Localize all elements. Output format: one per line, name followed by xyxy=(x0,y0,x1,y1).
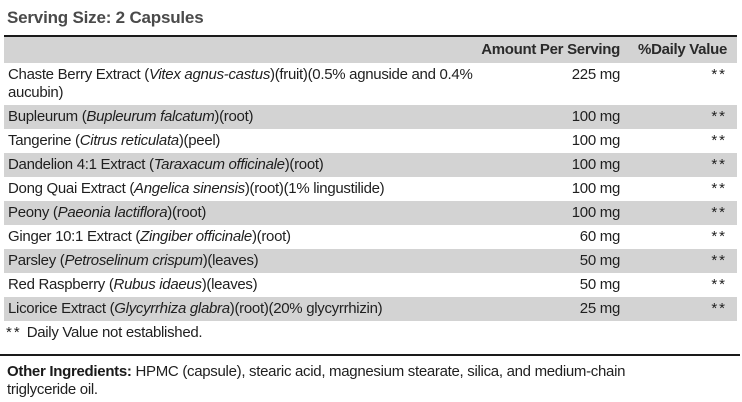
ingredient-name-prefix: Ginger 10:1 Extract ( xyxy=(8,228,141,245)
ingredient-daily-value: ** xyxy=(620,276,737,294)
ingredient-name: Red Raspberry (Rubus idaeus)(leaves) xyxy=(4,276,490,294)
daily-value-asterisks: ** xyxy=(711,228,727,245)
other-ingredients-label: Other Ingredients: xyxy=(7,363,132,380)
ingredient-latin-name: Citrus reticulata xyxy=(79,132,179,149)
ingredient-latin-name: Angelica sinensis xyxy=(134,180,245,197)
ingredient-amount: 100 mg xyxy=(571,180,621,197)
ingredient-name-prefix: Licorice Extract ( xyxy=(8,300,115,317)
ingredient-row: Bupleurum (Bupleurum falcatum)(root) 100… xyxy=(4,105,737,129)
ingredient-name: Parsley (Petroselinum crispum)(leaves) xyxy=(4,252,490,270)
ingredient-row: Dong Quai Extract (Angelica sinensis)(ro… xyxy=(4,177,737,201)
ingredient-name-suffix: )(root) xyxy=(251,228,291,245)
ingredient-amount: 100 mg xyxy=(571,108,621,125)
daily-value-asterisks: ** xyxy=(711,204,727,221)
ingredient-latin-name: Rubus idaeus xyxy=(113,276,202,293)
ingredient-name-prefix: Bupleurum ( xyxy=(8,108,87,125)
other-ingredients-text: HPMC (capsule), stearic acid, magnesium … xyxy=(7,363,626,398)
header-amount-per-serving: Amount Per Serving xyxy=(481,41,620,58)
ingredient-name-suffix: )(root)(20% glycyrrhizin) xyxy=(229,300,383,317)
ingredient-daily-value: ** xyxy=(620,108,737,126)
ingredient-name: Chaste Berry Extract (Vitex agnus-castus… xyxy=(4,66,490,102)
ingredient-rows: Chaste Berry Extract (Vitex agnus-castus… xyxy=(4,63,737,321)
ingredient-name-prefix: Tangerine ( xyxy=(8,132,80,149)
ingredient-amount: 100 mg xyxy=(571,156,621,173)
ingredient-row: Red Raspberry (Rubus idaeus)(leaves) 50 … xyxy=(4,273,737,297)
ingredient-name-prefix: Dandelion 4:1 Extract ( xyxy=(8,156,154,173)
daily-value-asterisks: ** xyxy=(711,156,727,173)
ingredient-amount: 225 mg xyxy=(571,66,621,83)
ingredient-row: Chaste Berry Extract (Vitex agnus-castus… xyxy=(4,63,737,105)
divider-rule xyxy=(0,354,740,356)
ingredient-amount: 25 mg xyxy=(579,300,621,317)
ingredient-daily-value: ** xyxy=(620,228,737,246)
ingredient-name-prefix: Chaste Berry Extract ( xyxy=(8,66,149,83)
ingredient-daily-value: ** xyxy=(620,156,737,174)
ingredients-table: Amount Per Serving %Daily Value Chaste B… xyxy=(4,35,737,345)
ingredient-row: Licorice Extract (Glycyrrhiza glabra)(ro… xyxy=(4,297,737,321)
ingredient-amount: 50 mg xyxy=(579,276,621,293)
ingredient-name: Licorice Extract (Glycyrrhiza glabra)(ro… xyxy=(4,300,490,318)
daily-value-asterisks: ** xyxy=(711,108,727,125)
ingredient-daily-value: ** xyxy=(620,252,737,270)
ingredient-name-suffix: )(root) xyxy=(167,204,207,221)
ingredient-name-suffix: )(leaves) xyxy=(202,252,259,269)
ingredient-daily-value: ** xyxy=(620,204,737,222)
ingredient-daily-value: ** xyxy=(620,300,737,318)
ingredient-latin-name: Petroselinum crispum xyxy=(64,252,203,269)
ingredient-latin-name: Paeonia lactiflora xyxy=(57,204,168,221)
ingredient-name: Tangerine (Citrus reticulata)(peel) xyxy=(4,132,490,150)
daily-value-asterisks: ** xyxy=(711,66,727,83)
daily-value-asterisks: ** xyxy=(711,132,727,149)
ingredient-latin-name: Bupleurum falcatum xyxy=(86,108,215,125)
ingredient-name-prefix: Peony ( xyxy=(8,204,58,221)
ingredient-name: Dandelion 4:1 Extract (Taraxacum officin… xyxy=(4,156,490,174)
ingredient-daily-value: ** xyxy=(620,132,737,150)
ingredient-amount: 50 mg xyxy=(579,252,621,269)
ingredient-name: Dong Quai Extract (Angelica sinensis)(ro… xyxy=(4,180,490,198)
ingredient-row: Tangerine (Citrus reticulata)(peel) 100 … xyxy=(4,129,737,153)
daily-value-asterisks: ** xyxy=(711,252,727,269)
ingredient-name: Peony (Paeonia lactiflora)(root) xyxy=(4,204,490,222)
ingredient-name-suffix: )(fruit)(0.5% agnuside and 0.4% aucubin) xyxy=(8,66,473,101)
ingredient-name: Bupleurum (Bupleurum falcatum)(root) xyxy=(4,108,490,126)
ingredient-row: Peony (Paeonia lactiflora)(root) 100 mg … xyxy=(4,201,737,225)
ingredient-amount: 100 mg xyxy=(571,204,621,221)
ingredient-name-prefix: Red Raspberry ( xyxy=(8,276,114,293)
ingredient-daily-value: ** xyxy=(620,66,737,84)
ingredient-name-suffix: )(root)(1% lingustilide) xyxy=(244,180,385,197)
ingredient-name-suffix: )(peel) xyxy=(178,132,221,149)
header-percent-daily-value: %Daily Value xyxy=(638,41,727,58)
ingredient-name-suffix: )(root) xyxy=(284,156,324,173)
ingredient-name-suffix: )(leaves) xyxy=(201,276,258,293)
daily-value-asterisks: ** xyxy=(711,300,727,317)
ingredient-amount: 100 mg xyxy=(571,132,621,149)
ingredient-name-suffix: )(root) xyxy=(214,108,254,125)
ingredient-row: Ginger 10:1 Extract (Zingiber officinale… xyxy=(4,225,737,249)
ingredient-latin-name: Taraxacum officinale xyxy=(153,156,285,173)
footnote-text: Daily Value not established. xyxy=(26,324,203,341)
ingredient-name: Ginger 10:1 Extract (Zingiber officinale… xyxy=(4,228,490,246)
table-header-row: Amount Per Serving %Daily Value xyxy=(4,37,737,63)
ingredient-latin-name: Zingiber officinale xyxy=(140,228,252,245)
serving-size-heading: Serving Size: 2 Capsules xyxy=(7,8,204,27)
ingredient-daily-value: ** xyxy=(620,180,737,198)
ingredient-row: Dandelion 4:1 Extract (Taraxacum officin… xyxy=(4,153,737,177)
ingredient-latin-name: Vitex agnus-castus xyxy=(148,66,271,83)
footnote-asterisks: ** xyxy=(6,324,22,341)
ingredient-row: Parsley (Petroselinum crispum)(leaves) 5… xyxy=(4,249,737,273)
daily-value-footnote: ** Daily Value not established. xyxy=(4,321,737,345)
daily-value-asterisks: ** xyxy=(711,276,727,293)
ingredient-name-prefix: Dong Quai Extract ( xyxy=(8,180,135,197)
ingredient-amount: 60 mg xyxy=(579,228,621,245)
ingredient-latin-name: Glycyrrhiza glabra xyxy=(114,300,230,317)
other-ingredients: Other Ingredients: HPMC (capsule), stear… xyxy=(7,363,697,399)
ingredient-name-prefix: Parsley ( xyxy=(8,252,65,269)
daily-value-asterisks: ** xyxy=(711,180,727,197)
